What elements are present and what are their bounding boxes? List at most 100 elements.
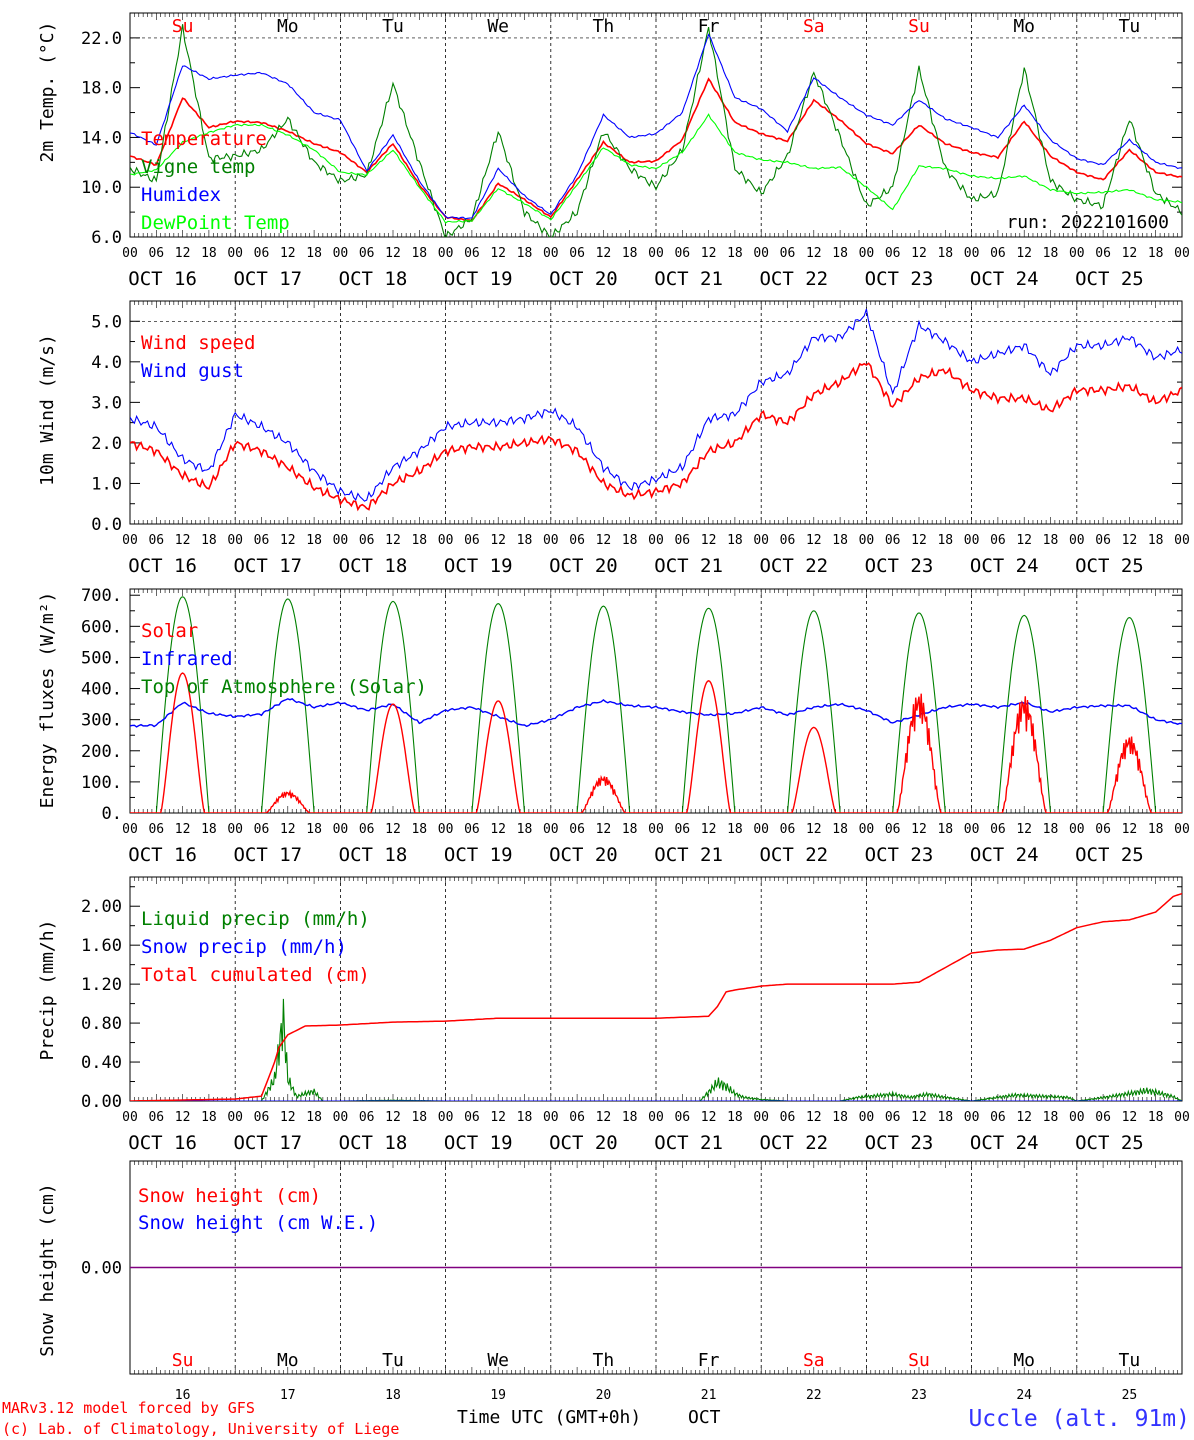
- y-tick-label: 200.: [81, 742, 122, 762]
- hour-label: 12: [175, 533, 191, 548]
- hour-label: 18: [727, 246, 743, 261]
- hour-label: 12: [280, 533, 296, 548]
- hour-label: 12: [806, 822, 822, 837]
- date-label: OCT 25: [1075, 555, 1144, 577]
- date-label: OCT 21: [654, 555, 723, 577]
- date-label: OCT 22: [759, 268, 828, 290]
- date-label: OCT 16: [128, 268, 197, 290]
- hour-label: 18: [201, 822, 217, 837]
- legend-entry: Total cumulated (cm): [141, 964, 370, 986]
- hour-label: 06: [1095, 246, 1111, 261]
- hour-label: 18: [727, 822, 743, 837]
- date-label: OCT 21: [654, 1132, 723, 1154]
- legend-entry: Vigne temp: [141, 156, 255, 178]
- plot-area: [130, 596, 1182, 813]
- day-number: 25: [1122, 1388, 1138, 1403]
- hour-label: 12: [175, 822, 191, 837]
- day-name: We: [487, 1350, 509, 1371]
- hour-label: 12: [911, 246, 927, 261]
- hour-label: 12: [806, 1110, 822, 1125]
- hour-label: 12: [1016, 822, 1032, 837]
- hour-label: 18: [306, 1110, 322, 1125]
- series-line-1: [130, 362, 1182, 512]
- legend-entry: Solar: [141, 620, 198, 642]
- month-label: OCT: [688, 1407, 721, 1428]
- hour-label: 00: [122, 822, 138, 837]
- day-number: 17: [280, 1388, 296, 1403]
- panel-1: 6.0 10.0 14.0 18.0 22.0 2m Temp. (°C) 00 06 12 18…: [37, 12, 1190, 290]
- hour-label: 18: [832, 1110, 848, 1125]
- hour-label: 00: [227, 533, 243, 548]
- hour-label: 00: [648, 1110, 664, 1125]
- hour-label: 06: [885, 822, 901, 837]
- day-number: 19: [490, 1388, 506, 1403]
- hour-label: 06: [885, 246, 901, 261]
- panel-frame: [129, 300, 1183, 525]
- hour-label: 00: [1069, 822, 1085, 837]
- day-name: Tu: [382, 16, 404, 37]
- y-axis-label: Precip (mm/h): [37, 920, 58, 1061]
- legend-entry: Liquid precip (mm/h): [141, 908, 370, 930]
- y-tick-label: 22.0: [81, 29, 122, 49]
- hour-label: 12: [280, 1110, 296, 1125]
- hour-label: 00: [227, 246, 243, 261]
- hour-label: 18: [937, 1110, 953, 1125]
- hour-label: 18: [622, 822, 638, 837]
- panel-frame: [129, 588, 1183, 814]
- hour-label: 00: [753, 822, 769, 837]
- hour-label: 18: [517, 822, 533, 837]
- date-label: OCT 19: [444, 268, 513, 290]
- hour-label: 12: [490, 822, 506, 837]
- hour-label: 00: [543, 246, 559, 261]
- day-number: 24: [1016, 1388, 1032, 1403]
- y-tick-label: 600.: [81, 617, 122, 637]
- hour-label: 12: [701, 246, 717, 261]
- hour-label: 00: [333, 1110, 349, 1125]
- day-number: 21: [701, 1388, 717, 1403]
- hour-label: 18: [517, 1110, 533, 1125]
- series-line-1: [130, 77, 1182, 223]
- date-label: OCT 20: [549, 844, 618, 866]
- series-line-2: [130, 308, 1182, 502]
- panel-3: 0. 100. 200. 300. 400. 500. 600. 700. Energy flu…: [37, 586, 1190, 866]
- hour-label: 18: [727, 1110, 743, 1125]
- day-number: 16: [175, 1388, 191, 1403]
- hour-label: 12: [701, 822, 717, 837]
- day-name: Fr: [698, 1350, 720, 1371]
- hour-label: 18: [937, 246, 953, 261]
- hour-label: 18: [1148, 1110, 1164, 1125]
- hour-label: 12: [1016, 1110, 1032, 1125]
- hour-label: 00: [859, 822, 875, 837]
- y-axis-label: 10m Wind (m/s): [37, 334, 58, 486]
- day-name: Su: [908, 1350, 930, 1371]
- legend-entry: Snow precip (mm/h): [141, 936, 347, 958]
- hour-label: 12: [280, 822, 296, 837]
- legend-entry: DewPoint Temp: [141, 212, 290, 234]
- day-name: Th: [593, 1350, 615, 1371]
- date-label: OCT 16: [128, 555, 197, 577]
- hour-label: 06: [990, 822, 1006, 837]
- hour-label: 00: [122, 1110, 138, 1125]
- day-name: Tu: [1119, 16, 1141, 37]
- hour-label: 06: [569, 533, 585, 548]
- hour-label: 00: [543, 533, 559, 548]
- time-axis-title: Time UTC (GMT+0h): [457, 1407, 641, 1428]
- date-label: OCT 19: [444, 555, 513, 577]
- hour-label: 00: [753, 1110, 769, 1125]
- hour-label: 18: [622, 246, 638, 261]
- hour-label: 06: [780, 246, 796, 261]
- y-tick-label: 0.40: [81, 1053, 122, 1073]
- hour-label: 18: [1043, 822, 1059, 837]
- hour-label: 18: [411, 246, 427, 261]
- hour-label: 18: [1043, 246, 1059, 261]
- date-label: OCT 19: [444, 1132, 513, 1154]
- y-tick-label: 1.60: [81, 936, 122, 956]
- hour-label: 00: [648, 246, 664, 261]
- hour-label: 06: [780, 1110, 796, 1125]
- hour-label: 00: [648, 822, 664, 837]
- hour-label: 18: [832, 822, 848, 837]
- y-tick-label: 1.0: [91, 474, 122, 494]
- hour-label: 12: [1122, 822, 1138, 837]
- hour-label: 06: [885, 533, 901, 548]
